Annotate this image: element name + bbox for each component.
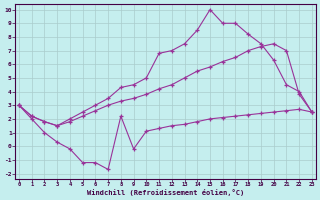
X-axis label: Windchill (Refroidissement éolien,°C): Windchill (Refroidissement éolien,°C) — [87, 189, 244, 196]
